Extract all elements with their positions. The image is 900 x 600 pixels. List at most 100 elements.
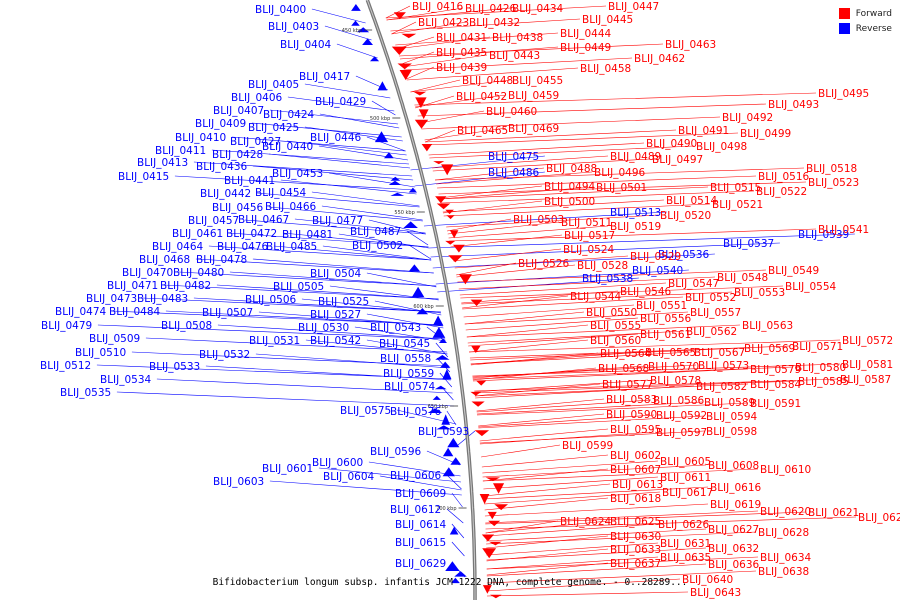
gene-label: BLIJ_0464	[152, 241, 204, 253]
forward-leader-line	[398, 43, 664, 57]
reverse-leader-line	[311, 8, 366, 24]
forward-gene-arrow	[397, 63, 412, 70]
gene-label: BLIJ_0523	[808, 177, 859, 189]
reverse-leader-line	[97, 324, 446, 340]
reverse-gene-arrow	[441, 414, 450, 425]
forward-leader-line	[462, 296, 684, 310]
gene-label: BLIJ_0534	[100, 374, 152, 386]
forward-leader-line	[459, 282, 667, 296]
gene-label: BLIJ_0598	[706, 426, 757, 438]
forward-leader-line	[401, 51, 435, 65]
forward-leader-line	[482, 464, 707, 478]
gene-label: BLIJ_0585	[798, 376, 849, 388]
forward-leader-line	[472, 365, 647, 379]
forward-leader-line	[396, 36, 491, 50]
reverse-leader-line	[252, 258, 434, 274]
gene-label: BLIJ_0482	[160, 280, 211, 292]
gene-label: BLIJ_0540	[632, 265, 683, 277]
reverse-leader-line	[195, 258, 434, 274]
gene-label: BLIJ_0443	[489, 50, 540, 62]
gene-label: BLIJ_0448	[462, 75, 513, 87]
gene-label: BLIJ_0551	[636, 300, 687, 312]
forward-gene-arrow	[490, 594, 502, 599]
gene-label: BLIJ_0490	[646, 138, 697, 150]
gene-label: BLIJ_0601	[262, 463, 313, 475]
reverse-leader-line	[205, 365, 451, 381]
forward-leader-line	[477, 402, 749, 416]
reverse-leader-line	[268, 206, 423, 222]
gene-label: BLIJ_0615	[395, 537, 446, 549]
forward-leader-line	[486, 578, 681, 592]
gene-label: BLIJ_0618	[610, 493, 661, 505]
forward-leader-line	[462, 295, 569, 309]
forward-leader-line	[421, 116, 721, 130]
forward-leader-line	[410, 79, 511, 93]
gene-label: BLIJ_0635	[660, 552, 711, 564]
gene-label: BLIJ_0631	[660, 538, 711, 550]
gene-label: BLIJ_0522	[756, 186, 807, 198]
gene-label: BLIJ_0526	[518, 258, 570, 270]
forward-leader-line	[484, 491, 661, 505]
reverse-gene-arrow	[390, 192, 405, 196]
gene-label: BLIJ_0541	[818, 224, 869, 236]
gene-label: BLIJ_0524	[563, 244, 615, 256]
reverse-leader-line	[178, 271, 437, 287]
gene-label: BLIJ_0589	[704, 397, 755, 409]
reverse-leader-line	[111, 310, 443, 326]
gene-label: BLIJ_0474	[55, 306, 107, 318]
gene-label: BLIJ_0579	[750, 364, 801, 376]
reverse-gene-arrow	[416, 308, 429, 315]
forward-gene-arrow	[470, 391, 482, 396]
forward-leader-line	[468, 333, 639, 347]
reverse-leader-line	[435, 342, 449, 358]
gene-label: BLIJ_0508	[161, 320, 212, 332]
forward-leader-line	[485, 511, 807, 525]
reverse-gene-labels: BLIJ_0400BLIJ_0403BLIJ_0404BLIJ_0405BLIJ…	[40, 4, 849, 570]
gene-label: BLIJ_0468	[139, 254, 190, 266]
forward-leader-line	[406, 66, 435, 80]
gene-label: BLIJ_0624	[560, 516, 612, 528]
reverse-gene-arrow	[370, 56, 380, 62]
forward-gene-arrow	[479, 494, 490, 505]
gene-label: BLIJ_0513	[610, 207, 661, 219]
forward-gene-arrow	[487, 511, 497, 520]
reverse-leader-line	[338, 233, 429, 249]
legend: Forward Reverse	[838, 6, 892, 36]
forward-leader-line	[429, 145, 695, 159]
forward-leader-line	[385, 5, 607, 19]
reverse-leader-line	[228, 232, 429, 248]
forward-leader-line	[399, 46, 559, 60]
forward-leader-line	[474, 383, 601, 397]
forward-leader-line	[386, 7, 511, 21]
forward-leader-line	[463, 304, 635, 318]
reverse-gene-arrow	[432, 395, 441, 400]
gene-label: BLIJ_0440	[262, 141, 313, 153]
gene-label: BLIJ_0410	[175, 132, 226, 144]
gene-label: BLIJ_0447	[608, 1, 659, 13]
forward-leader-line	[486, 556, 659, 570]
forward-leader-line	[484, 503, 709, 517]
gene-label: BLIJ_0444	[560, 28, 612, 40]
reverse-gene-arrow	[445, 561, 460, 571]
gene-label: BLIJ_0637	[610, 558, 661, 570]
forward-leader-line	[478, 415, 705, 429]
forward-leader-line	[453, 248, 562, 262]
reverse-leader-line	[435, 269, 689, 285]
gene-label: BLIJ_0537	[723, 238, 774, 250]
forward-gene-arrow	[413, 91, 427, 96]
forward-leader-line	[484, 486, 709, 500]
gene-label: BLIJ_0458	[580, 63, 631, 75]
gene-label: BLIJ_0407	[213, 105, 264, 117]
gene-label: BLIJ_0575	[340, 405, 391, 417]
gene-label: BLIJ_0485	[266, 241, 317, 253]
gene-label: BLIJ_0511	[561, 217, 612, 229]
forward-gene-arrow	[485, 477, 501, 482]
forward-leader-line	[466, 324, 741, 338]
gene-label: BLIJ_0548	[717, 272, 768, 284]
gene-label: BLIJ_0535	[60, 387, 111, 399]
gene-label: BLIJ_0564	[600, 348, 652, 360]
gene-label: BLIJ_0449	[560, 42, 611, 54]
reverse-gene-arrow	[442, 467, 455, 477]
reverse-gene-arrow	[450, 577, 460, 584]
reverse-leader-line	[408, 244, 432, 260]
